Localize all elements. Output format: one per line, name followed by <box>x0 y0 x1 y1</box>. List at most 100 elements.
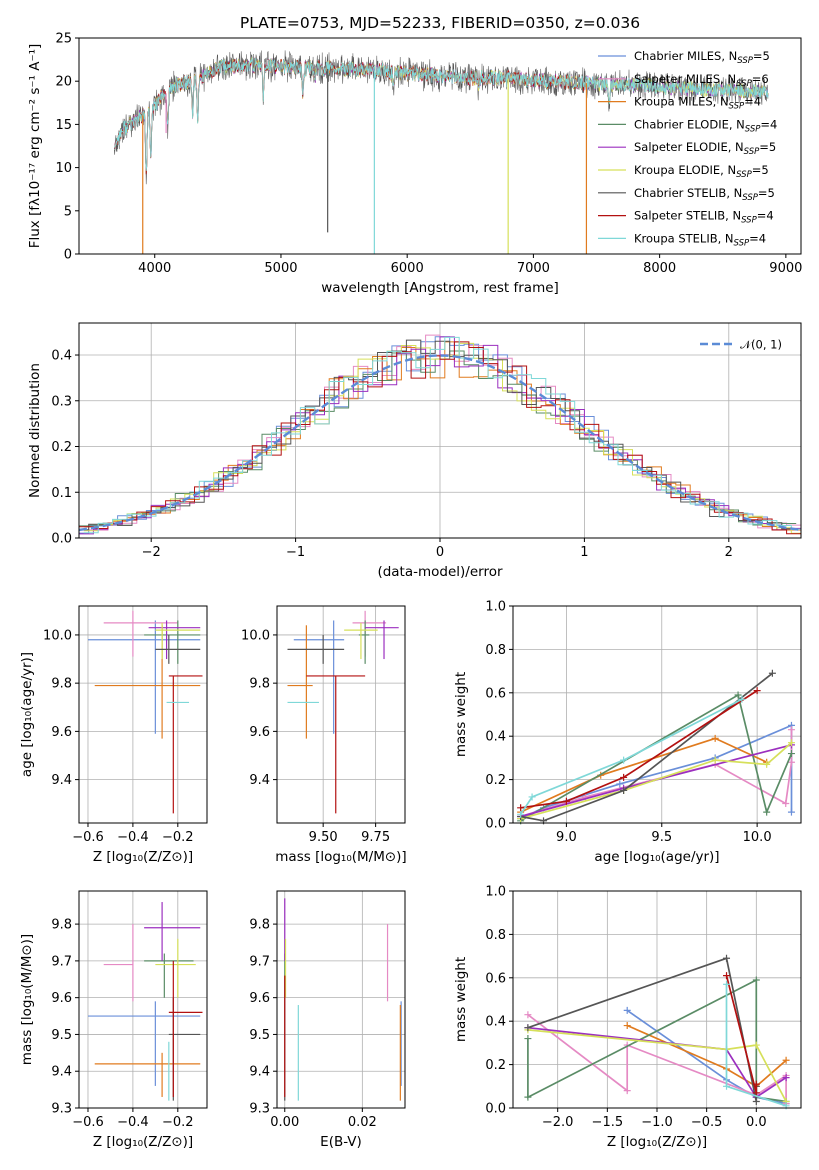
chart-title: PLATE=0753, MJD=52233, FIBERID=0350, z=0… <box>240 14 640 32</box>
y-axis-label: age [log₁₀(age/yr)] <box>19 652 35 777</box>
x-tick-label: 10.0 <box>743 830 772 845</box>
x-tick-label: 0.0 <box>746 1115 767 1130</box>
y-tick-label: 9.6 <box>249 725 270 740</box>
y-tick-label: 1.0 <box>485 600 506 615</box>
weight-marker-chabrier-stelib <box>620 786 628 794</box>
x-tick-label: 2 <box>725 545 733 560</box>
panel-age-vs-mass: 9.50 9.75 9.4 9.6 9.8 10.0 mass [log₁₀(M/M⊙)] <box>241 605 407 865</box>
legend-label-kroupa-elodie: Kroupa ELODIE, NSSP=5 <box>634 163 769 180</box>
y-tick-label: 0.6 <box>485 971 506 986</box>
y-tick-label: 10.0 <box>43 628 72 643</box>
y-tick-label: 9.3 <box>51 1102 72 1117</box>
y-tick-label: 1.0 <box>485 885 506 900</box>
y-tick-label: 0.2 <box>485 1058 506 1073</box>
weight-marker-chabrier-miles <box>623 1006 631 1014</box>
x-tick-label: 8000 <box>643 261 676 276</box>
x-tick-label: 9.75 <box>361 830 390 845</box>
x-axis-label: mass [log₁₀(M/M⊙)] <box>275 849 406 865</box>
axes-frame <box>78 37 802 255</box>
y-tick-label: 9.7 <box>51 954 72 969</box>
histogram-salpeter-stelib <box>79 341 801 535</box>
y-axis-label: Flux [fλ10⁻¹⁷ erg cm⁻² s⁻¹ A⁻¹] <box>27 44 43 249</box>
x-tick-label: 9.5 <box>651 830 672 845</box>
x-tick-label: −1.5 <box>592 1115 624 1130</box>
weight-marker-kroupa-miles <box>623 1022 631 1030</box>
x-tick-label: 0.00 <box>270 1115 299 1130</box>
weight-marker-salpeter-miles <box>623 1087 631 1095</box>
legend: Chabrier MILES, NSSP=5 Salpeter MILES, NS… <box>598 49 777 248</box>
x-tick-label: 0 <box>436 545 444 560</box>
y-axis-label: mass weight <box>453 672 469 757</box>
y-tick-label: 0.4 <box>485 730 506 745</box>
axes-frame <box>512 890 802 1109</box>
y-tick-label: 0.3 <box>51 394 72 409</box>
weight-line-kroupa-elodie <box>527 1029 787 1102</box>
x-tick-label: 9000 <box>769 261 802 276</box>
weight-marker-kroupa-miles <box>711 734 719 742</box>
y-tick-label: 0.2 <box>485 773 506 788</box>
y-tick-label: 9.4 <box>249 773 270 788</box>
y-tick-label: 15 <box>55 118 72 133</box>
legend-label-kroupa-miles: Kroupa MILES, NSSP=4 <box>634 95 761 112</box>
x-tick-label: −0.6 <box>72 830 104 845</box>
x-tick-label: 6000 <box>391 261 424 276</box>
weight-marker-kroupa-elodie <box>787 739 795 747</box>
x-axis-label: Z [log₁₀(Z/Z⊙)] <box>93 1134 193 1150</box>
weight-marker-chabrier-miles <box>616 780 624 788</box>
y-tick-label: 9.6 <box>51 991 72 1006</box>
y-tick-label: 9.8 <box>51 677 72 692</box>
x-tick-label: 5000 <box>264 261 297 276</box>
weight-marker-kroupa-stelib <box>738 695 746 703</box>
x-axis-label: age [log₁₀(age/yr)] <box>594 849 719 865</box>
weight-line-chabrier-stelib <box>520 672 773 822</box>
weight-marker-kroupa-stelib <box>723 1082 731 1090</box>
x-axis-label: wavelength [Angstrom, rest frame] <box>321 280 559 296</box>
y-axis-label: mass [log₁₀(M/M⊙)] <box>19 934 35 1065</box>
weight-marker-kroupa-elodie <box>752 1041 760 1049</box>
x-tick-label: −0.5 <box>691 1115 723 1130</box>
x-tick-label: −1.0 <box>641 1115 673 1130</box>
x-tick-label: 7000 <box>517 261 550 276</box>
weight-marker-kroupa-stelib <box>620 756 628 764</box>
y-tick-label: 9.4 <box>249 1065 270 1080</box>
x-tick-label: −0.2 <box>162 1115 194 1130</box>
x-tick-label: −0.4 <box>117 830 149 845</box>
weight-marker-chabrier-elodie <box>524 1035 532 1043</box>
y-tick-label: 9.4 <box>51 773 72 788</box>
y-tick-label: 0.0 <box>485 1102 506 1117</box>
y-tick-label: 9.7 <box>249 954 270 969</box>
panel-weight-vs-age: 9.0 9.5 10.0 0.0 0.2 0.4 0.6 0.8 1.0 age [log₁₀(a… <box>453 600 802 865</box>
weight-marker-kroupa-elodie <box>711 756 719 764</box>
x-tick-label: 1 <box>580 545 588 560</box>
weight-marker-salpeter-stelib <box>752 1089 760 1097</box>
axes-frame <box>78 890 208 1109</box>
weight-marker-salpeter-stelib <box>752 1080 760 1088</box>
y-tick-label: 10 <box>55 161 72 176</box>
axes-frame <box>78 605 208 824</box>
x-tick-label: 0.02 <box>348 1115 377 1130</box>
weight-marker-salpeter-stelib <box>723 972 731 980</box>
legend-label-kroupa-stelib: Kroupa STELIB, NSSP=4 <box>634 231 766 248</box>
legend-label-chabrier-elodie: Chabrier ELODIE, NSSP=4 <box>634 117 777 134</box>
y-tick-label: 0.4 <box>485 1015 506 1030</box>
normal-curve <box>79 354 801 532</box>
weight-marker-chabrier-elodie <box>734 691 742 699</box>
weight-marker-chabrier-elodie <box>752 976 760 984</box>
weight-marker-kroupa-elodie <box>763 760 771 768</box>
weight-marker-salpeter-stelib <box>517 804 525 812</box>
weight-marker-kroupa-stelib <box>723 980 731 988</box>
y-tick-label: 0.8 <box>485 643 506 658</box>
y-tick-label: 9.4 <box>51 1065 72 1080</box>
y-tick-label: 25 <box>55 32 72 47</box>
x-axis-label: Z [log₁₀(Z/Z⊙)] <box>93 849 193 865</box>
weight-marker-salpeter-stelib <box>620 773 628 781</box>
y-tick-label: 9.3 <box>249 1102 270 1117</box>
legend: 𝒩(0, 1) <box>700 338 782 352</box>
y-axis-label: Normed distribution <box>27 363 43 498</box>
x-tick-label: −2.0 <box>542 1115 574 1130</box>
y-axis-label: mass weight <box>453 957 469 1042</box>
y-tick-label: 0.6 <box>485 686 506 701</box>
y-tick-label: 9.6 <box>51 725 72 740</box>
legend-label-chabrier-stelib: Chabrier STELIB, NSSP=5 <box>634 186 775 203</box>
